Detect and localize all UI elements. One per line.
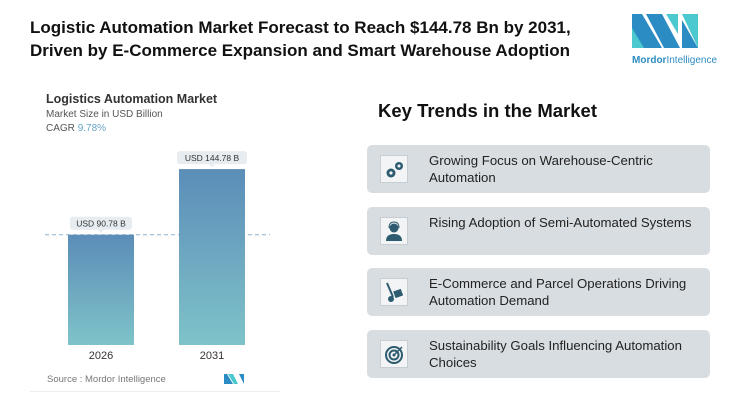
page-title: Logistic Automation Market Forecast to R… [30, 18, 571, 60]
trend-text: Growing Focus on Warehouse-Centric Autom… [429, 153, 653, 185]
data-label-pointer [209, 164, 215, 168]
target-icon [380, 340, 408, 368]
chart-subtitle: Market Size in USD Billion [46, 109, 163, 120]
trend-card: Growing Focus on Warehouse-Centric Autom… [367, 145, 710, 193]
cagr-value: 9.78% [77, 123, 107, 134]
trend-card: E-Commerce and Parcel Operations Driving… [367, 268, 710, 316]
market-chart: Logistics Automation Market Market Size … [30, 82, 280, 392]
trend-text: Rising Adoption of Semi-Automated System… [429, 215, 692, 230]
hand-truck-icon [380, 278, 408, 306]
chart-source: Source : Mordor Intelligence [47, 374, 166, 385]
logo-word1: Mordor [632, 55, 667, 66]
data-label-pointer [98, 229, 104, 233]
bar-2026 [68, 234, 134, 345]
logo-mark-icon [632, 14, 698, 48]
cagr: CAGR 9.78% [46, 123, 106, 134]
chart-title: Logistics Automation Market [46, 92, 218, 106]
trend-card: Sustainability Goals Influencing Automat… [367, 330, 710, 378]
data-label: USD 90.78 B [76, 219, 126, 229]
bar-plot: USD 90.78 B 2026 USD 144.78 B 2031 [45, 151, 270, 362]
trend-text: Sustainability Goals Influencing Automat… [429, 338, 682, 370]
logo-word2: Intelligence [666, 55, 718, 66]
cagr-label: CAGR [46, 123, 75, 134]
gears-icon [380, 155, 408, 183]
trend-card: Rising Adoption of Semi-Automated System… [367, 207, 710, 255]
trend-text: E-Commerce and Parcel Operations Driving… [429, 276, 687, 308]
source-logo-icon [224, 374, 244, 384]
operator-headset-icon [380, 217, 408, 245]
x-tick-label: 2026 [89, 350, 113, 362]
x-tick-label: 2031 [200, 350, 224, 362]
data-label-bg [177, 151, 247, 165]
key-trends-heading: Key Trends in the Market [378, 100, 597, 121]
data-label: USD 144.78 B [185, 153, 240, 163]
mordor-logo: MordorIntelligence [632, 14, 717, 66]
bar-2031 [179, 169, 245, 345]
data-label-bg [70, 216, 132, 230]
